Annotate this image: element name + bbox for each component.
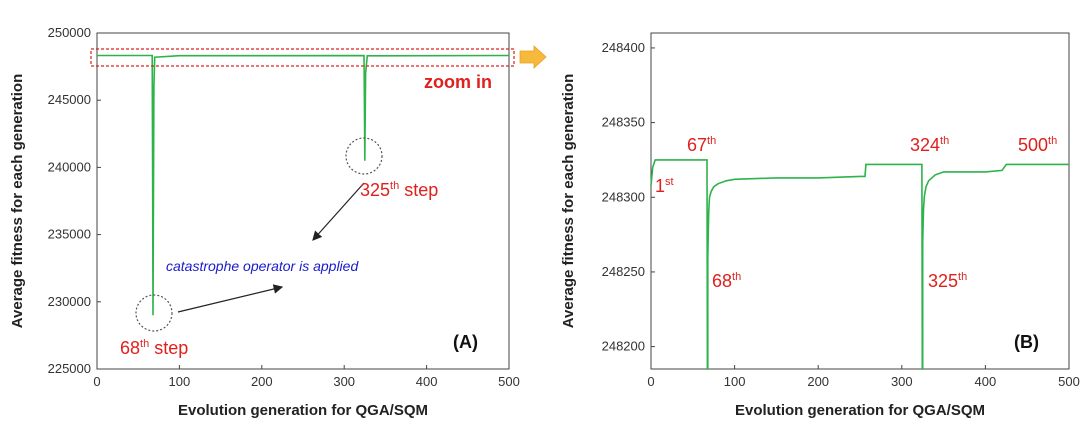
panel-a-x-tick-label: 400 [416,374,438,389]
panel-b-y-title: Average fitness for each generation [560,74,577,329]
step-325-word: step [399,180,438,200]
step-68-num: 68 [120,338,140,358]
panel-b-plot-area [650,32,1070,370]
label-500th: 500th [1018,135,1057,155]
panel-b-x-tick-label: 200 [807,374,829,389]
panel-a-x-title: Evolution generation for QGA/SQM [178,402,428,419]
panel-b-ticks: 0 100 200 300 400 500 248200 248250 248300 248350… [602,40,1080,389]
label-325th-num: 325 [928,271,958,291]
step-68-word: step [149,338,188,358]
label-67th-sup: th [707,135,716,147]
step-68-sup: th [140,338,149,350]
panel-b-x-tick-label: 0 [647,374,654,389]
panel-a-y-tick-label: 240000 [48,159,91,174]
panel-a-y-title: Average fitness for each generation [9,74,26,329]
arrow-to-68 [177,284,284,313]
arrow-to-325 [312,182,365,241]
catastrophe-annotation: catastrophe operator is applied [166,258,359,274]
panel-b-y-tick-label: 248250 [602,264,645,279]
panel-a-y-tick-label: 235000 [48,227,91,242]
panel-b-y-tick-label: 248400 [602,40,645,55]
panel-b-x-tick-label: 400 [975,374,997,389]
label-67th: 67th [687,135,716,155]
label-325th: 325th [928,271,967,291]
step-325-label: 325th step [360,180,438,200]
panel-b-series-line [650,159,1069,370]
panel-a-x-tick-label: 500 [498,374,520,389]
circle-68-step [135,294,173,332]
panel-a-y-tick-label: 245000 [48,92,91,107]
step-325-num: 325 [360,180,390,200]
panel-b-x-tick-label: 100 [724,374,746,389]
label-1st-sup: st [665,176,674,188]
zoom-in-label: zoom in [424,72,492,92]
label-500th-num: 500 [1018,135,1048,155]
panel-a-plot-area [96,32,510,370]
zoom-box [90,48,515,67]
step-325-sup: th [390,180,399,192]
panel-a: 0 100 200 300 400 500 225000 230000 235000 240000… [9,25,547,419]
label-324th-sup: th [940,135,949,147]
panel-b-label: (B) [1014,332,1039,352]
panel-a-y-tick-label: 230000 [48,294,91,309]
step-68-label: 68th step [120,338,188,358]
panel-b-x-tick-label: 300 [891,374,913,389]
panel-a-ticks: 0 100 200 300 400 500 225000 230000 235000 240000… [48,25,520,389]
panel-a-x-tick-label: 200 [251,374,273,389]
label-324th-num: 324 [910,135,940,155]
panel-b-y-tick-label: 248200 [602,339,645,354]
zoom-arrow-icon [519,45,547,69]
panel-b-x-tick-label: 500 [1058,374,1080,389]
circle-325-step [345,137,383,175]
panel-a-label: (A) [453,332,478,352]
panel-b: 0 100 200 300 400 500 248200 248250 248300 248350… [560,32,1080,419]
panel-a-series-line [97,54,510,316]
panel-b-x-title: Evolution generation for QGA/SQM [735,402,985,419]
panel-a-y-tick-label: 225000 [48,361,91,376]
panel-b-y-tick-label: 248350 [602,115,645,130]
label-68th-sup: th [732,271,741,283]
panel-a-y-tick-label: 250000 [48,25,91,40]
label-1st-num: 1 [655,176,665,196]
label-67th-num: 67 [687,135,707,155]
panel-a-x-tick-label: 100 [169,374,191,389]
label-68th-num: 68 [712,271,732,291]
panel-a-x-tick-label: 0 [93,374,100,389]
label-324th: 324th [910,135,949,155]
panel-a-x-tick-label: 300 [333,374,355,389]
label-1st: 1st [655,176,674,196]
label-325th-sup: th [958,271,967,283]
label-68th: 68th [712,271,741,291]
label-500th-sup: th [1048,135,1057,147]
panel-b-y-tick-label: 248300 [602,189,645,204]
